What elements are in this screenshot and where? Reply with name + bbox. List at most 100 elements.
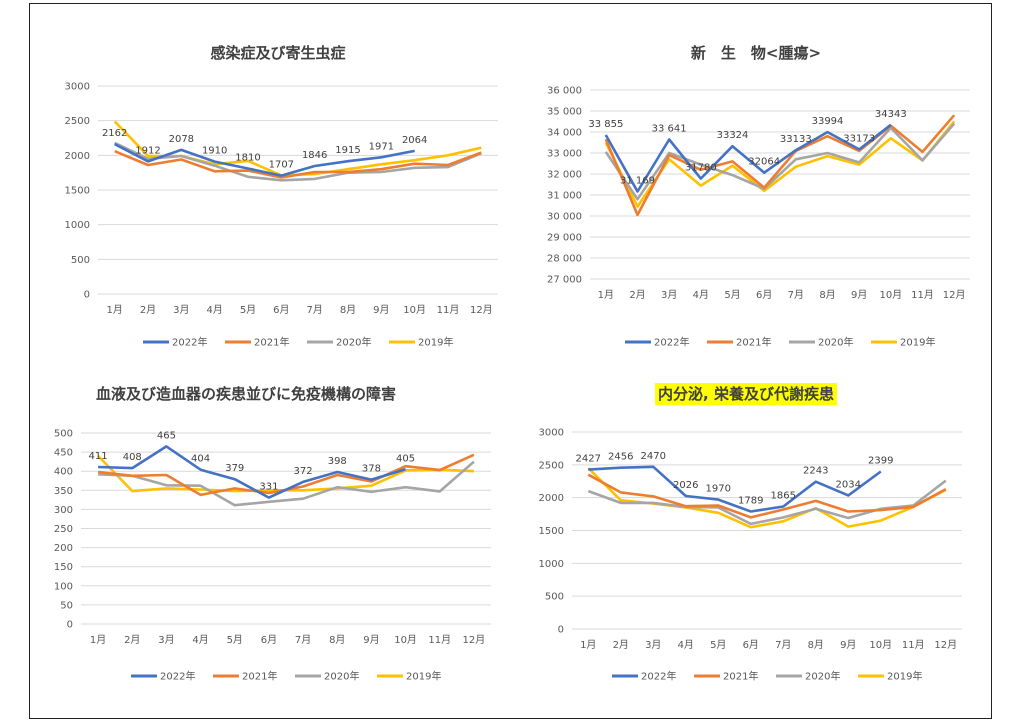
x-tick-label: 7月 bbox=[306, 304, 322, 316]
x-tick-label: 8月 bbox=[329, 634, 345, 646]
x-tick-label: 3月 bbox=[173, 304, 189, 316]
data-label: 34343 bbox=[875, 109, 907, 120]
data-label: 33133 bbox=[780, 134, 812, 145]
y-tick-label: 0 bbox=[84, 290, 90, 301]
chart-svg: 感染症及び寄生虫症 0 500 1000 1500 2000 2500 3000 1月 2月 3月 4… bbox=[65, 44, 498, 349]
series-line-2020 bbox=[98, 460, 475, 507]
series-line-2022 bbox=[604, 123, 892, 193]
data-label: 2399 bbox=[868, 455, 893, 466]
data-label: 331 bbox=[259, 482, 278, 493]
x-tick-label: 4月 bbox=[693, 289, 709, 301]
x-tick-label: 8月 bbox=[808, 639, 824, 651]
y-tick-label: 400 bbox=[54, 467, 73, 478]
data-label: 1912 bbox=[135, 145, 160, 156]
x-tick-label: 4月 bbox=[206, 304, 222, 316]
x-tick-label: 4月 bbox=[678, 639, 694, 651]
chart-title: 新 生 物<腫瘍> bbox=[691, 44, 821, 62]
data-label: 2026 bbox=[673, 480, 698, 491]
data-label: 2064 bbox=[402, 135, 427, 146]
x-tick-label: 2月 bbox=[124, 634, 140, 646]
data-label: 31780 bbox=[685, 163, 717, 174]
chart-endocrine-metabolic-diseases: 内分泌, 栄養及び代謝疾患 0 500 1000 1500 2000 2500 3000 1月 2… bbox=[520, 375, 990, 695]
x-tick-label: 5月 bbox=[710, 639, 726, 651]
legend-label: 2021年 bbox=[254, 336, 289, 349]
series-line-2020 bbox=[587, 479, 947, 526]
y-tick-label: 32 000 bbox=[547, 170, 582, 181]
data-label: 2427 bbox=[576, 454, 601, 465]
data-label: 378 bbox=[362, 464, 381, 475]
x-tick-label: 12月 bbox=[470, 304, 493, 316]
data-label: 2162 bbox=[102, 128, 127, 139]
x-tick-label: 10月 bbox=[394, 634, 417, 646]
y-tick-label: 35 000 bbox=[547, 107, 582, 118]
legend-label: 2021年 bbox=[723, 670, 758, 683]
x-tick-label: 6月 bbox=[743, 639, 759, 651]
chart-title: 血液及び造血器の疾患並びに免疫機構の障害 bbox=[96, 385, 396, 403]
data-label: 398 bbox=[328, 456, 347, 467]
x-tick-label: 12月 bbox=[463, 634, 486, 646]
data-label: 2034 bbox=[836, 479, 861, 490]
y-tick-label: 3000 bbox=[65, 82, 90, 93]
y-tick-label: 28 000 bbox=[547, 254, 582, 265]
x-tick-label: 3月 bbox=[158, 634, 174, 646]
data-label: 404 bbox=[191, 454, 210, 465]
chart-title: 内分泌, 栄養及び代謝疾患 bbox=[658, 385, 834, 403]
series-line-2021 bbox=[604, 114, 956, 217]
data-label: 1910 bbox=[202, 146, 227, 157]
x-tick-label: 9月 bbox=[363, 634, 379, 646]
data-label: 1915 bbox=[335, 145, 360, 156]
x-tick-label: 11月 bbox=[911, 289, 934, 301]
y-tick-label: 350 bbox=[54, 486, 73, 497]
y-tick-label: 1500 bbox=[539, 526, 564, 537]
legend-label: 2020年 bbox=[818, 336, 853, 349]
data-label: 411 bbox=[89, 451, 108, 462]
legend-label: 2022年 bbox=[654, 336, 689, 349]
series-line-2022 bbox=[588, 465, 882, 513]
y-tick-label: 3000 bbox=[539, 428, 564, 439]
data-label: 1707 bbox=[269, 160, 294, 171]
y-tick-label: 250 bbox=[54, 524, 73, 535]
y-tick-label: 36 000 bbox=[547, 86, 582, 97]
x-tick-label: 9月 bbox=[840, 639, 856, 651]
y-tick-label: 2500 bbox=[539, 460, 564, 471]
y-tick-label: 2500 bbox=[65, 116, 90, 127]
y-tick-label: 300 bbox=[54, 505, 73, 516]
chart-blood-immune-disorders: 血液及び造血器の疾患並びに免疫機構の障害 0 50 100 150 200 250 300 35… bbox=[36, 375, 506, 695]
data-label: 1865 bbox=[771, 491, 796, 502]
y-tick-label: 0 bbox=[558, 625, 564, 636]
data-label: 405 bbox=[396, 453, 415, 464]
legend-label: 2022年 bbox=[172, 336, 207, 349]
x-tick-label: 5月 bbox=[227, 634, 243, 646]
y-tick-label: 100 bbox=[54, 581, 73, 592]
data-label: 1810 bbox=[235, 153, 260, 164]
legend-label: 2021年 bbox=[736, 336, 771, 349]
data-label: 372 bbox=[294, 466, 313, 477]
y-tick-label: 31 000 bbox=[547, 191, 582, 202]
x-tick-label: 10月 bbox=[869, 639, 892, 651]
x-tick-label: 10月 bbox=[403, 304, 426, 316]
y-tick-label: 200 bbox=[54, 543, 73, 554]
y-tick-label: 150 bbox=[54, 562, 73, 573]
series-line-2021 bbox=[587, 473, 947, 519]
x-tick-label: 8月 bbox=[819, 289, 835, 301]
data-label: 1971 bbox=[369, 141, 394, 152]
x-tick-label: 2月 bbox=[140, 304, 156, 316]
legend-label: 2020年 bbox=[324, 670, 359, 683]
y-tick-label: 500 bbox=[71, 255, 90, 266]
data-label: 1970 bbox=[706, 484, 731, 495]
data-label: 2243 bbox=[803, 466, 828, 477]
legend-label: 2020年 bbox=[336, 336, 371, 349]
y-tick-label: 500 bbox=[545, 592, 564, 603]
x-tick-label: 7月 bbox=[775, 639, 791, 651]
data-label: 32064 bbox=[748, 157, 780, 168]
chart-title: 感染症及び寄生虫症 bbox=[210, 44, 345, 62]
legend-label: 2019年 bbox=[406, 670, 441, 683]
x-tick-label: 11月 bbox=[902, 639, 925, 651]
chart-svg: 内分泌, 栄養及び代謝疾患 0 500 1000 1500 2000 2500 3000 1月 2… bbox=[539, 383, 962, 683]
x-tick-label: 11月 bbox=[428, 634, 451, 646]
y-tick-label: 500 bbox=[54, 429, 73, 440]
y-tick-label: 33 000 bbox=[547, 149, 582, 160]
y-tick-label: 29 000 bbox=[547, 233, 582, 244]
x-tick-label: 10月 bbox=[879, 289, 902, 301]
x-tick-label: 5月 bbox=[724, 289, 740, 301]
